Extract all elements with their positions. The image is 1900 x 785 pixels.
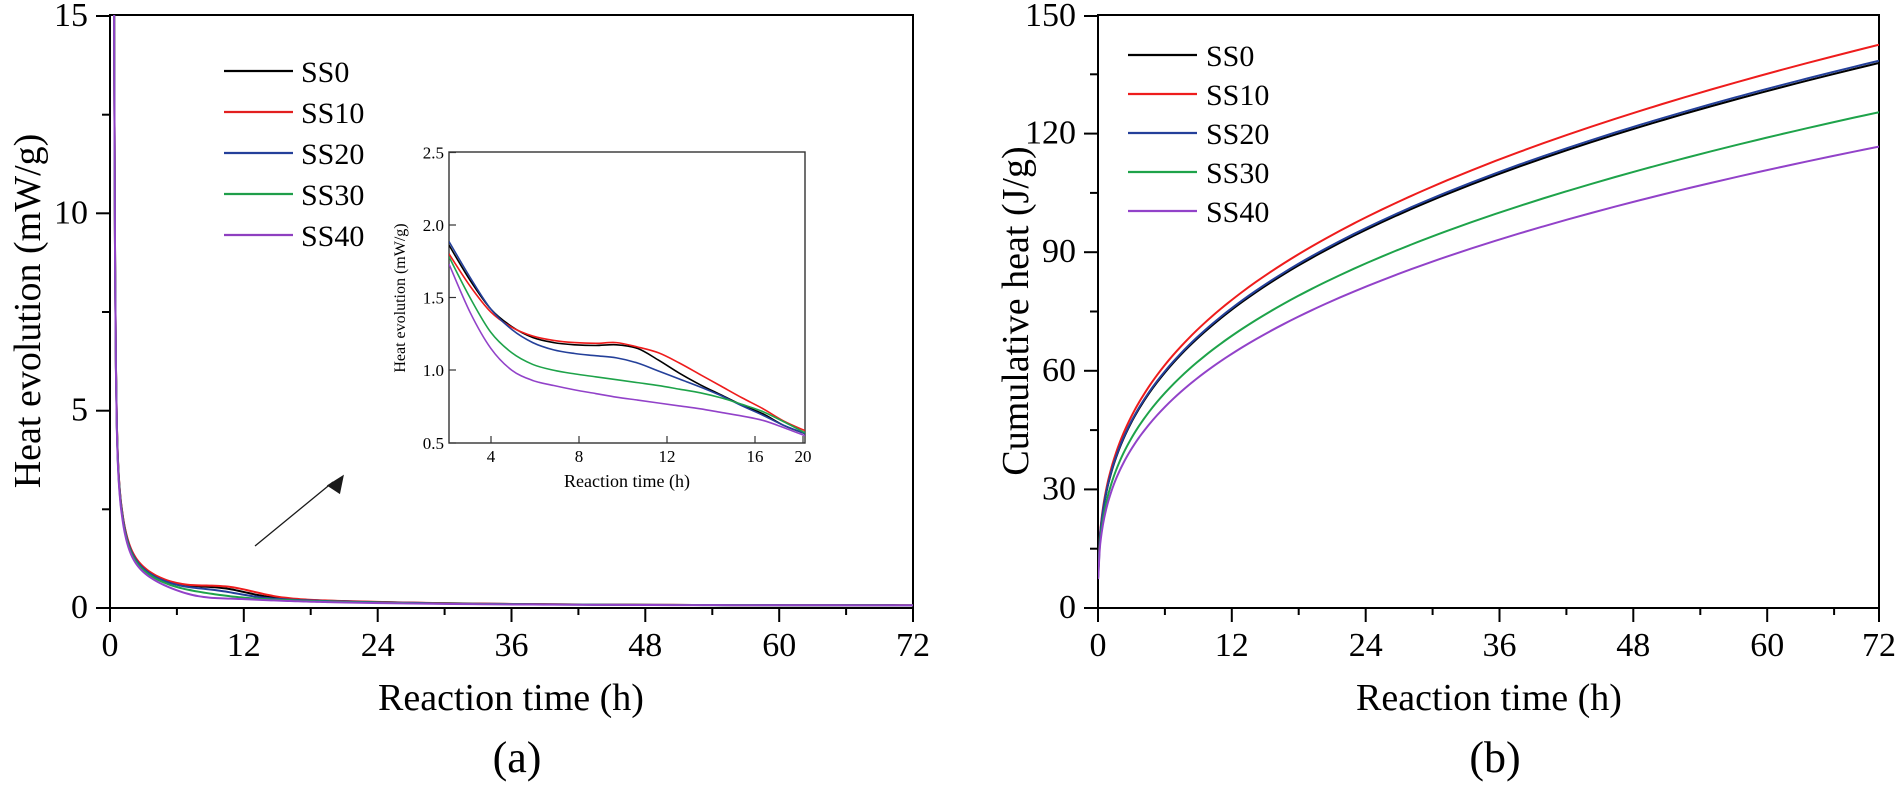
svg-text:SS30: SS30 — [1206, 157, 1269, 190]
svg-text:(b): (b) — [1469, 733, 1520, 782]
svg-text:0: 0 — [1059, 589, 1076, 626]
svg-text:16: 16 — [747, 447, 764, 466]
svg-text:12: 12 — [1215, 627, 1249, 664]
svg-text:48: 48 — [1616, 627, 1650, 664]
svg-text:0.5: 0.5 — [423, 434, 444, 453]
svg-text:20: 20 — [795, 447, 812, 466]
svg-text:60: 60 — [1750, 627, 1784, 664]
svg-text:24: 24 — [1349, 627, 1383, 664]
svg-text:Reaction time (h): Reaction time (h) — [378, 677, 644, 719]
svg-text:10: 10 — [54, 194, 88, 231]
svg-text:48: 48 — [628, 627, 662, 664]
svg-text:SS20: SS20 — [301, 138, 364, 171]
svg-text:SS20: SS20 — [1206, 118, 1269, 151]
svg-text:SS10: SS10 — [301, 97, 364, 130]
svg-text:150: 150 — [1025, 0, 1076, 34]
svg-text:0: 0 — [71, 589, 88, 626]
svg-text:SS40: SS40 — [1206, 196, 1269, 229]
svg-text:60: 60 — [1042, 352, 1076, 389]
svg-text:12: 12 — [227, 627, 261, 664]
svg-text:24: 24 — [361, 627, 395, 664]
svg-text:1.0: 1.0 — [423, 361, 444, 380]
svg-text:2.0: 2.0 — [423, 216, 444, 235]
svg-text:15: 15 — [54, 0, 88, 34]
svg-text:90: 90 — [1042, 233, 1076, 270]
svg-text:12: 12 — [659, 447, 676, 466]
svg-text:0: 0 — [1090, 627, 1107, 664]
svg-text:72: 72 — [896, 627, 930, 664]
svg-text:5: 5 — [71, 392, 88, 429]
svg-text:Heat evolution (mW/g): Heat evolution (mW/g) — [392, 223, 409, 372]
svg-text:0: 0 — [102, 627, 119, 664]
svg-text:SS0: SS0 — [301, 56, 349, 89]
svg-text:8: 8 — [575, 447, 584, 466]
svg-text:SS0: SS0 — [1206, 40, 1254, 73]
svg-text:36: 36 — [495, 627, 529, 664]
svg-text:Cumulative heat (J/g): Cumulative heat (J/g) — [995, 146, 1037, 475]
svg-text:Reaction time (h): Reaction time (h) — [1356, 677, 1622, 719]
svg-text:60: 60 — [762, 627, 796, 664]
svg-text:SS10: SS10 — [1206, 79, 1269, 112]
svg-text:72: 72 — [1862, 627, 1896, 664]
svg-text:30: 30 — [1042, 470, 1076, 507]
svg-text:120: 120 — [1025, 115, 1076, 152]
svg-text:SS40: SS40 — [301, 220, 364, 253]
svg-text:1.5: 1.5 — [423, 289, 444, 308]
svg-text:4: 4 — [487, 447, 496, 466]
svg-text:36: 36 — [1483, 627, 1517, 664]
svg-text:Reaction time (h): Reaction time (h) — [564, 471, 690, 492]
svg-text:SS30: SS30 — [301, 179, 364, 212]
svg-text:(a): (a) — [493, 733, 542, 782]
svg-text:Heat evolution (mW/g): Heat evolution (mW/g) — [7, 134, 49, 489]
svg-text:2.5: 2.5 — [423, 144, 444, 163]
